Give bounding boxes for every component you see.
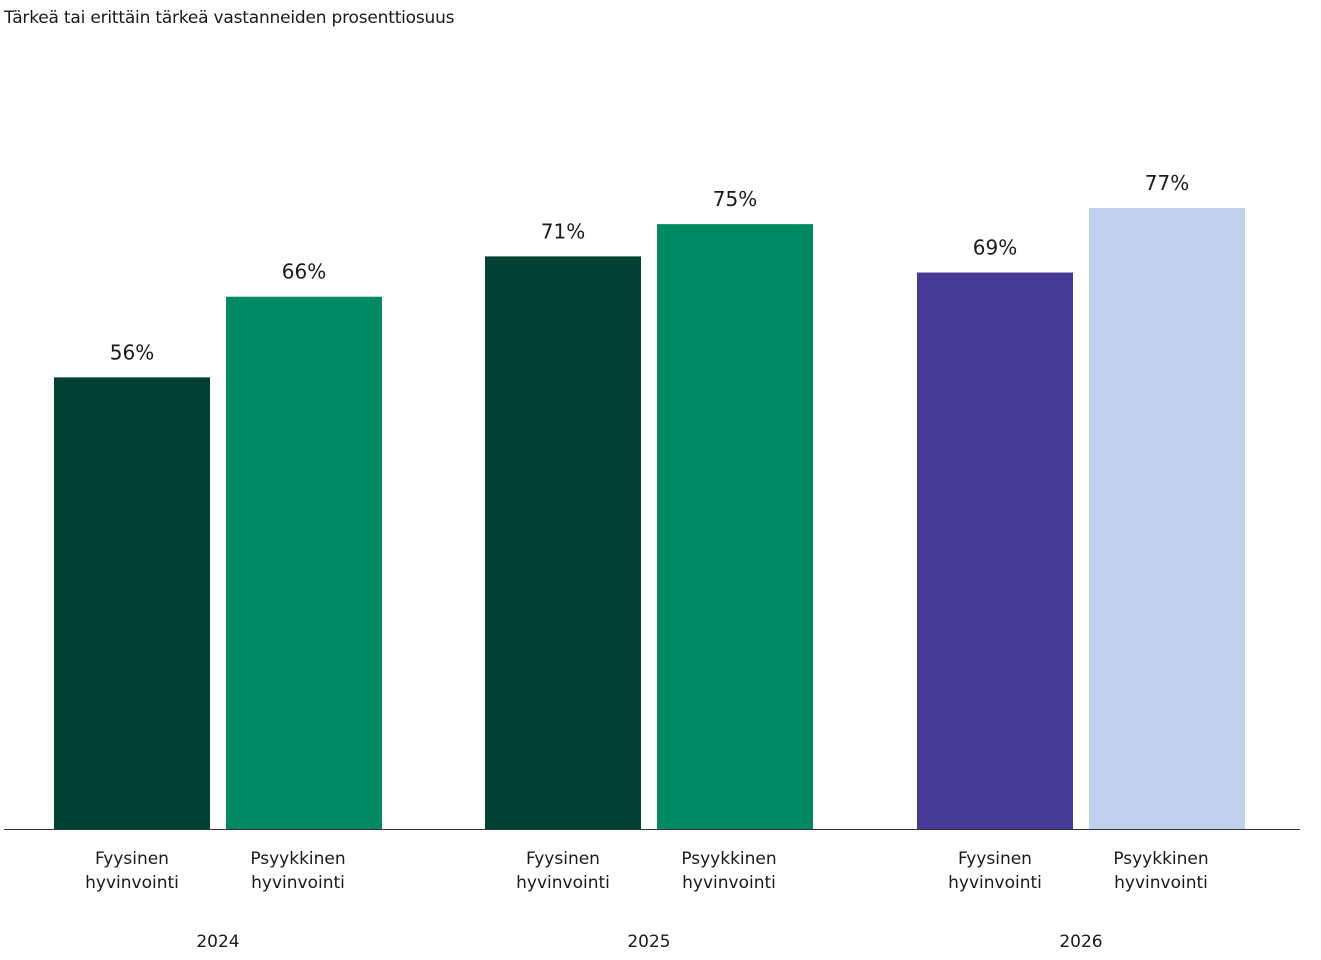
data-label: 69% [973,236,1017,260]
category-label: hyvinvointi [85,873,179,893]
data-label: 66% [282,260,326,284]
category-label: hyvinvointi [948,873,1042,893]
group-label-2025: 2025 [627,932,670,952]
category-label: hyvinvointi [1114,873,1208,893]
bar-2026-2 [1089,208,1245,829]
bar-2026-1 [917,272,1073,829]
category-label: hyvinvointi [516,873,610,893]
category-label: Psyykkinen [681,849,776,869]
data-label: 71% [541,219,585,243]
category-label: Psyykkinen [250,849,345,869]
group-label-2026: 2026 [1059,932,1102,952]
category-label: hyvinvointi [251,873,345,893]
bar-2024-1 [54,377,210,829]
category-label: Fyysinen [526,849,600,869]
data-label: 75% [713,187,757,211]
category-label: hyvinvointi [682,873,776,893]
category-label: Fyysinen [95,849,169,869]
chart-subtitle: Tärkeä tai erittäin tärkeä vastanneiden … [4,8,455,28]
group-label-2024: 2024 [196,932,239,952]
bar-2025-2 [657,224,813,829]
bar-2024-2 [226,296,382,829]
data-label: 56% [110,340,154,364]
bar-2025-1 [485,256,641,829]
category-label: Fyysinen [958,849,1032,869]
category-label: Psyykkinen [1113,849,1208,869]
data-label: 77% [1145,171,1189,195]
